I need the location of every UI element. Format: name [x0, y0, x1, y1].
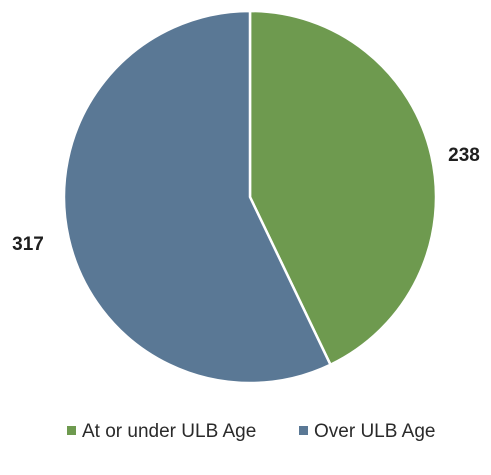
pie-slices: [62, 9, 438, 385]
legend-label-at-or-under-ulb-age: At or under ULB Age: [82, 421, 256, 442]
pie-slice-over-ulb-age: [62, 9, 332, 385]
legend-swatch-over-ulb-age: [299, 426, 308, 435]
data-label-over-ulb-age: 317: [12, 234, 44, 255]
legend-label-over-ulb-age: Over ULB Age: [314, 421, 435, 442]
pie-slice-at-or-under-ulb-age: [248, 9, 438, 366]
legend-swatch-at-or-under-ulb-age: [67, 426, 76, 435]
data-label-at-or-under-ulb-age: 238: [448, 145, 480, 166]
legend: At or under ULB Age Over ULB Age: [67, 421, 435, 442]
